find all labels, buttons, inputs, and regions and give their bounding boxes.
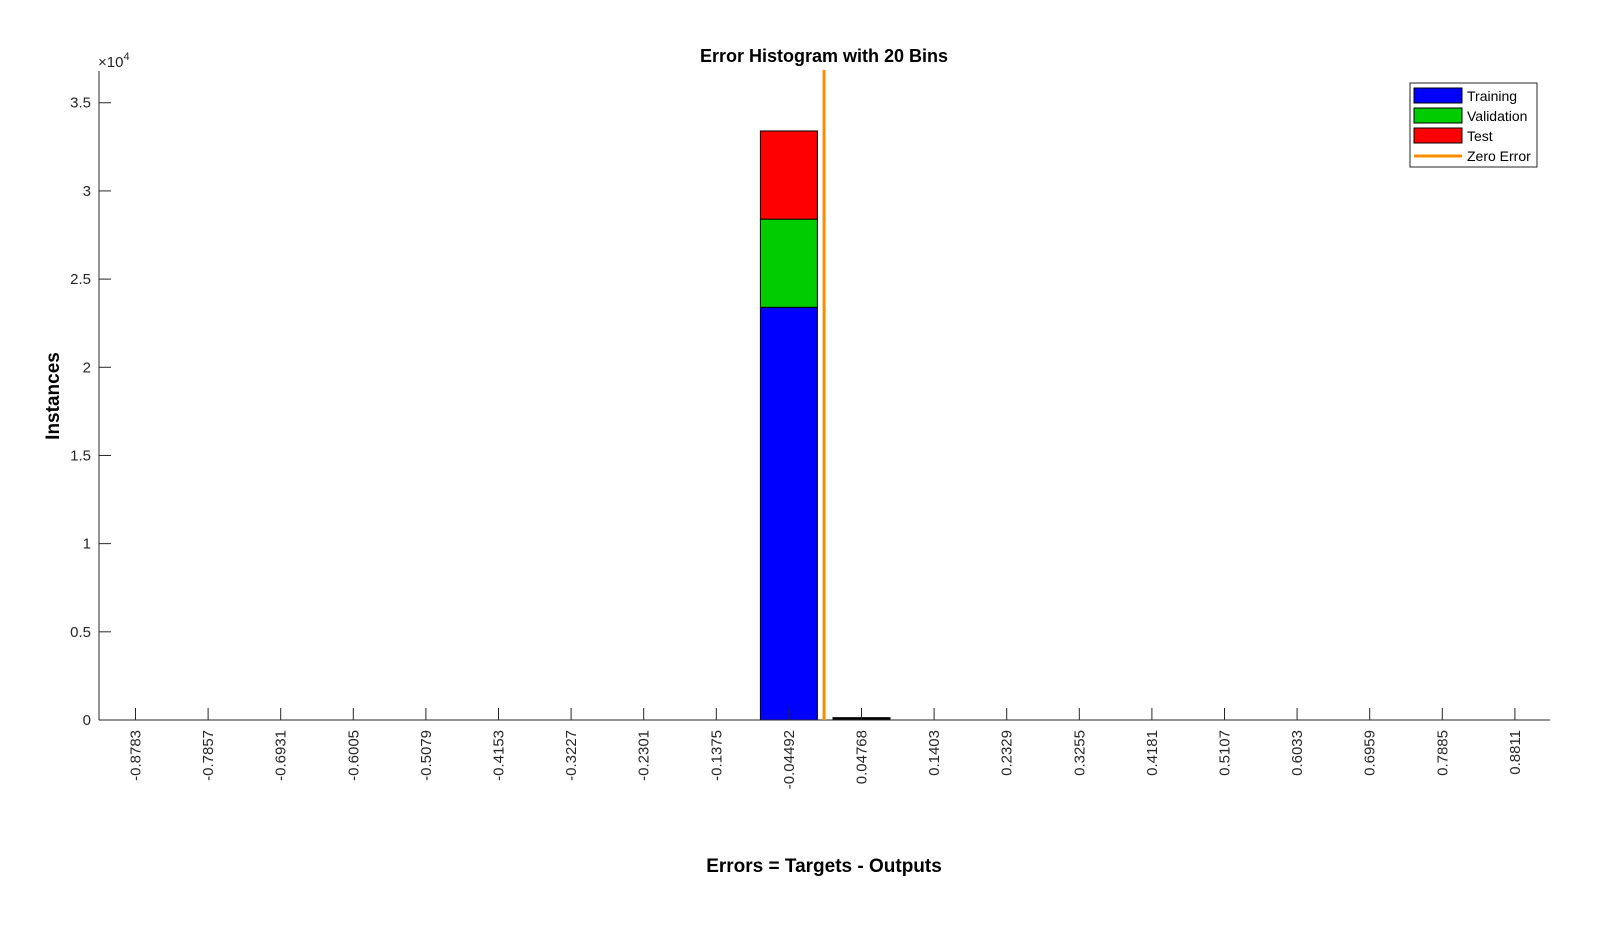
bar-test-9 bbox=[759, 130, 818, 220]
y-tick-label-4: 2 bbox=[83, 359, 91, 376]
x-tick-label-14: 0.4181 bbox=[1144, 730, 1161, 776]
x-tick-label-1: -0.7857 bbox=[200, 730, 217, 781]
y-tick-label-3: 1.5 bbox=[70, 447, 91, 464]
x-tick-label-17: 0.6959 bbox=[1362, 730, 1379, 776]
x-tick-label-4: -0.5079 bbox=[418, 730, 435, 781]
x-tick-label-9: -0.04492 bbox=[781, 730, 798, 789]
x-tick-label-5: -0.4153 bbox=[491, 730, 508, 781]
legend-label-zero-error: Zero Error bbox=[1467, 148, 1531, 164]
y-axis-label: Instances bbox=[43, 352, 64, 440]
legend-swatch-test bbox=[1413, 127, 1463, 144]
bar-training-9 bbox=[759, 306, 818, 721]
x-tick-label-12: 0.2329 bbox=[999, 730, 1016, 776]
y-tick-label-2: 1 bbox=[83, 536, 91, 553]
x-axis-label: Errors = Targets - Outputs bbox=[706, 856, 942, 877]
x-axis: -0.8783 -0.7857 -0.6931 -0.6005 -0.5079 -0.41… bbox=[99, 708, 1550, 789]
x-tick-label-7: -0.2301 bbox=[636, 730, 653, 781]
y-exponent-label: ×104 bbox=[98, 51, 130, 71]
y-tick-label-1: 0.5 bbox=[70, 624, 91, 641]
x-tick-label-16: 0.6033 bbox=[1289, 730, 1306, 776]
y-tick-label-0: 0 bbox=[83, 712, 91, 729]
x-tick-label-15: 0.5107 bbox=[1217, 730, 1234, 776]
y-tick-label-5: 2.5 bbox=[70, 271, 91, 288]
x-tick-label-18: 0.7885 bbox=[1434, 730, 1451, 776]
x-tick-label-8: -0.1375 bbox=[708, 730, 725, 781]
y-axis: 0 0.5 1 1.5 2 2.5 3 3.5 bbox=[70, 71, 111, 729]
x-tick-label-0: -0.8783 bbox=[128, 730, 145, 781]
bar-validation-9 bbox=[759, 218, 818, 308]
legend-swatch-training bbox=[1413, 87, 1463, 104]
legend: Training Validation Test Zero Error bbox=[1409, 82, 1538, 168]
legend-label-test: Test bbox=[1467, 128, 1493, 144]
chart-title: Error Histogram with 20 Bins bbox=[700, 46, 948, 66]
y-exponent-power: 4 bbox=[123, 51, 129, 63]
x-tick-label-13: 0.3255 bbox=[1071, 730, 1088, 776]
x-tick-label-3: -0.6005 bbox=[345, 730, 362, 781]
legend-swatch-validation bbox=[1413, 107, 1463, 124]
bars-layer bbox=[759, 130, 891, 721]
x-tick-label-10: 0.04768 bbox=[854, 730, 871, 784]
x-tick-label-2: -0.6931 bbox=[273, 730, 290, 781]
y-tick-label-7: 3.5 bbox=[70, 95, 91, 112]
legend-label-training: Training bbox=[1467, 88, 1517, 104]
legend-label-validation: Validation bbox=[1467, 108, 1527, 124]
y-exponent-base: ×10 bbox=[98, 54, 123, 71]
x-tick-label-11: 0.1403 bbox=[926, 730, 943, 776]
y-tick-label-6: 3 bbox=[83, 183, 91, 200]
x-tick-label-6: -0.3227 bbox=[563, 730, 580, 781]
x-tick-label-19: 0.8811 bbox=[1507, 730, 1524, 775]
